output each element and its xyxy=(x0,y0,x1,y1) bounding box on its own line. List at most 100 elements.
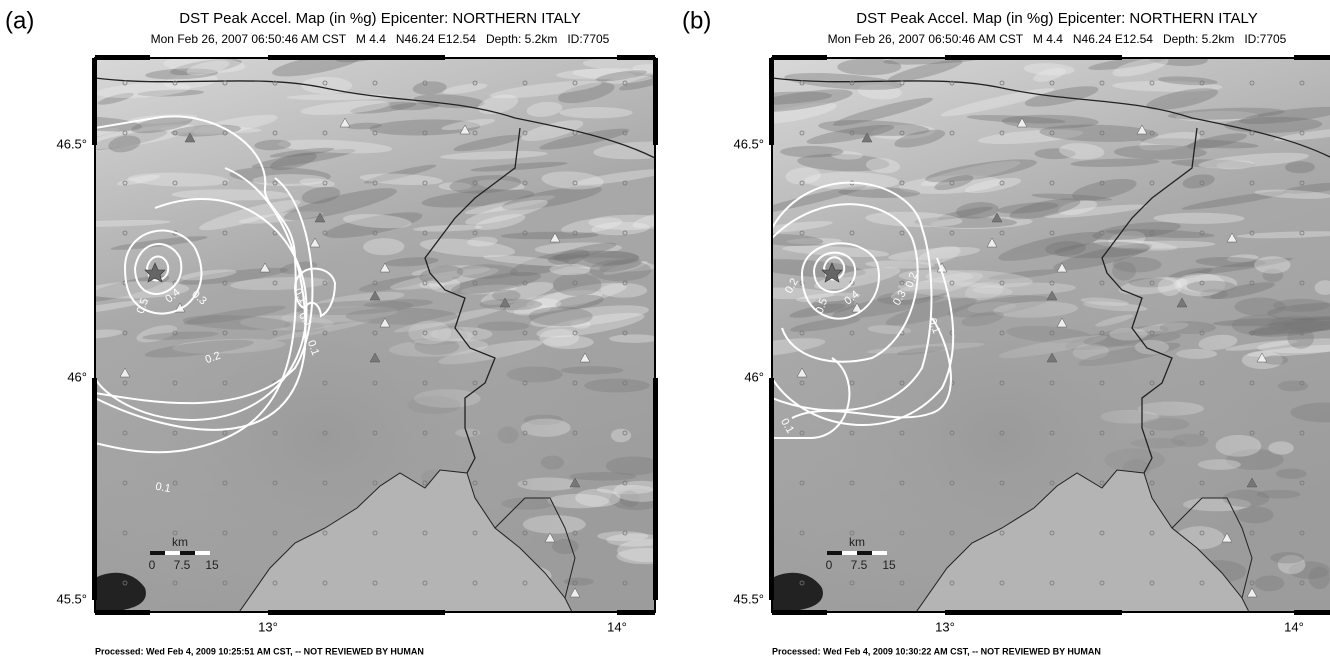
relief xyxy=(500,231,599,240)
relief xyxy=(870,124,936,140)
relief xyxy=(1257,338,1330,354)
station-triangle xyxy=(1046,290,1058,301)
station xyxy=(799,380,805,386)
station xyxy=(122,430,128,436)
station xyxy=(1199,230,1205,236)
station xyxy=(899,380,905,386)
frame-bar xyxy=(1294,610,1330,615)
station xyxy=(122,530,128,536)
station xyxy=(572,430,578,436)
relief xyxy=(1168,267,1213,280)
relief xyxy=(772,287,835,300)
station xyxy=(1299,130,1305,136)
relief xyxy=(1139,131,1201,151)
relief xyxy=(563,577,594,586)
station xyxy=(949,230,955,236)
relief xyxy=(772,221,833,234)
station xyxy=(622,530,628,536)
relief xyxy=(1112,58,1169,77)
panel-label: (a) xyxy=(5,7,34,34)
station-triangle xyxy=(851,302,863,313)
relief xyxy=(442,83,488,94)
station-triangle xyxy=(119,367,131,378)
station xyxy=(1249,80,1255,86)
station xyxy=(1149,130,1155,136)
station xyxy=(322,530,328,536)
station xyxy=(622,380,628,386)
station xyxy=(322,430,328,436)
station xyxy=(1049,80,1055,86)
station xyxy=(222,130,228,136)
station xyxy=(122,80,128,86)
station xyxy=(272,230,278,236)
station-triangle xyxy=(1221,532,1233,543)
relief xyxy=(1225,340,1298,351)
relief xyxy=(1236,231,1330,239)
contour xyxy=(294,267,337,318)
relief xyxy=(1277,555,1306,575)
relief xyxy=(914,216,1017,228)
relief xyxy=(1181,191,1288,210)
station xyxy=(849,330,855,336)
relief xyxy=(1273,298,1330,312)
relief xyxy=(539,128,630,150)
station xyxy=(172,130,178,136)
relief xyxy=(1254,256,1291,274)
station xyxy=(1249,530,1255,536)
station xyxy=(1249,230,1255,236)
station-triangle xyxy=(1246,477,1258,488)
station xyxy=(1149,430,1155,436)
station xyxy=(849,230,855,236)
station xyxy=(1149,480,1155,486)
relief xyxy=(632,212,655,229)
station xyxy=(572,80,578,86)
station xyxy=(1299,180,1305,186)
station-triangle xyxy=(549,232,561,243)
station xyxy=(999,280,1005,286)
station-triangle xyxy=(1016,117,1028,128)
station xyxy=(949,280,955,286)
relief xyxy=(552,538,579,555)
station xyxy=(999,430,1005,436)
relief xyxy=(438,182,472,191)
relief xyxy=(95,130,168,150)
station xyxy=(1249,180,1255,186)
relief xyxy=(1031,193,1113,202)
relief xyxy=(797,153,890,172)
contour xyxy=(772,181,933,412)
station xyxy=(1149,80,1155,86)
station xyxy=(222,80,228,86)
relief xyxy=(619,490,640,508)
station xyxy=(372,430,378,436)
contour xyxy=(822,256,846,281)
contour xyxy=(95,198,308,421)
station xyxy=(1199,330,1205,336)
relief xyxy=(772,91,833,106)
scale-label: 7.5 xyxy=(174,558,191,572)
relief xyxy=(1277,380,1309,392)
relief xyxy=(299,178,335,188)
relief xyxy=(772,185,867,214)
station-triangle xyxy=(991,212,1003,223)
station xyxy=(849,130,855,136)
relief xyxy=(300,100,390,116)
station xyxy=(622,330,628,336)
station xyxy=(1299,580,1305,586)
station xyxy=(1049,130,1055,136)
station xyxy=(322,580,328,586)
station xyxy=(999,480,1005,486)
station xyxy=(472,480,478,486)
relief xyxy=(363,164,437,184)
station xyxy=(1099,430,1105,436)
scale-label: 15 xyxy=(882,558,896,572)
frame-bar xyxy=(769,378,774,600)
station xyxy=(1149,180,1155,186)
lat-tick-label: 45.5° xyxy=(733,591,764,606)
station xyxy=(222,530,228,536)
map-body: 0.5 0.4 0.30.20.20.10.1 xyxy=(772,58,1330,612)
station-triangle xyxy=(1226,232,1238,243)
relief xyxy=(1043,204,1147,218)
relief xyxy=(489,80,602,99)
relief xyxy=(600,283,648,298)
station xyxy=(522,430,528,436)
